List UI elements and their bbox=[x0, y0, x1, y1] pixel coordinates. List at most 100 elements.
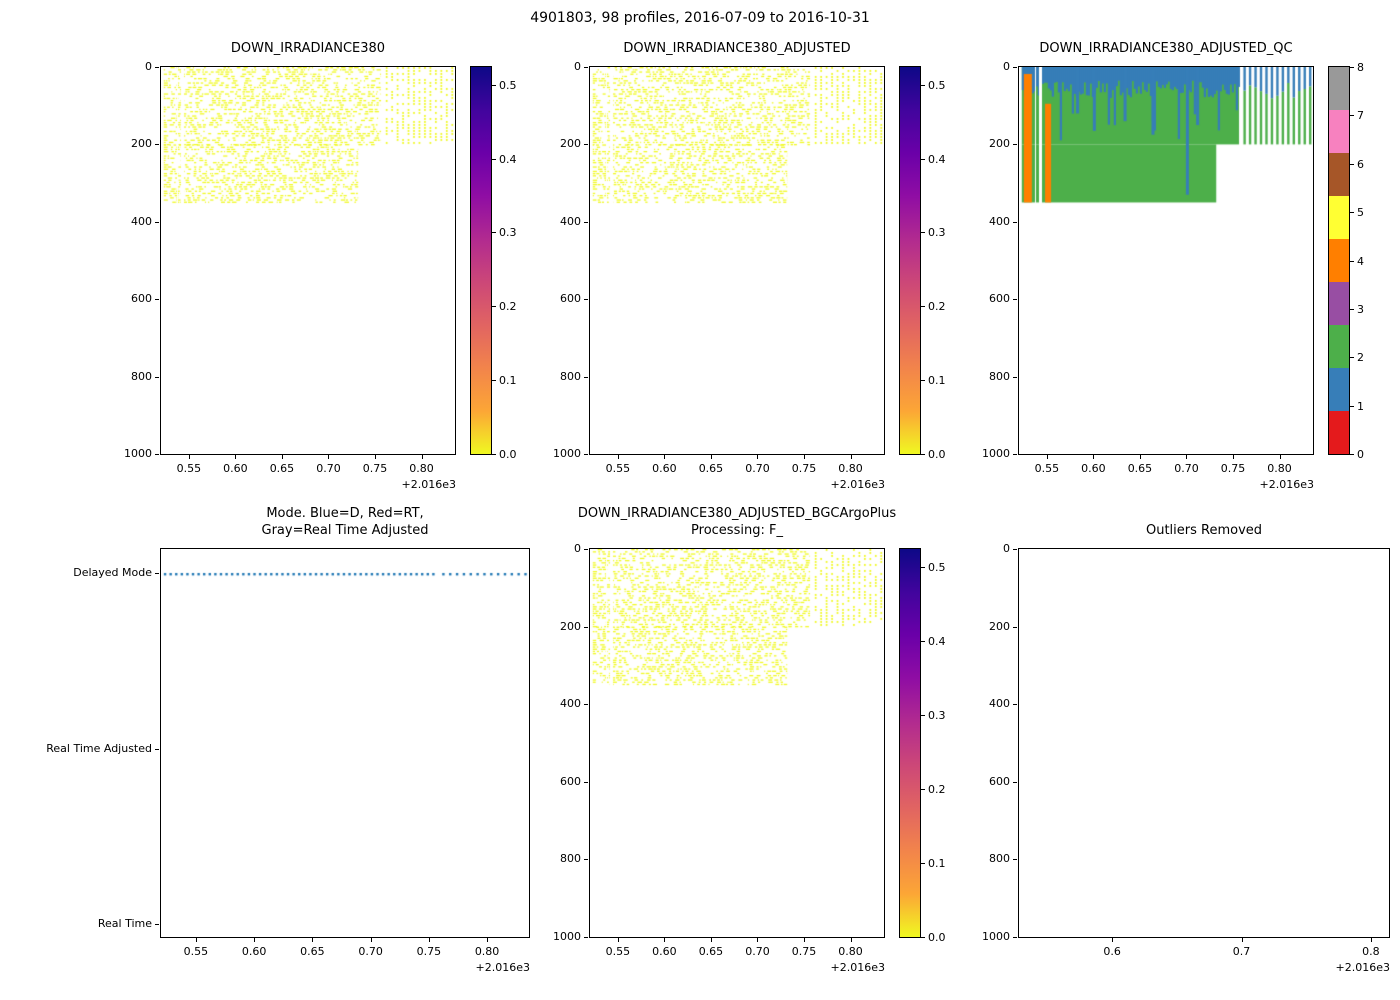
colorbar-tick-label: 0.5 bbox=[928, 560, 946, 574]
y-tick-mark bbox=[584, 144, 588, 146]
plot-area-down_irradiance380_adjusted_bgcargoplus bbox=[589, 548, 885, 938]
panel-title-down_irradiance380_adjusted: DOWN_IRRADIANCE380_ADJUSTED bbox=[529, 40, 945, 57]
y-tick-mark bbox=[1013, 221, 1017, 223]
colorbar-tick-label: 3 bbox=[1357, 302, 1364, 316]
colorbar-tick-label: 1 bbox=[1357, 399, 1364, 413]
x-tick-mark bbox=[617, 455, 619, 459]
colorbar-tick-label: 0.1 bbox=[928, 856, 946, 870]
x-tick-label: 0.55 bbox=[1034, 462, 1060, 475]
y-tick-mark bbox=[155, 221, 159, 223]
panel-title-down_irradiance380_adjusted_bgcargoplus: DOWN_IRRADIANCE380_ADJUSTED_BGCArgoPlus P… bbox=[529, 505, 945, 539]
x-tick-mark bbox=[1139, 455, 1141, 459]
panel-title-line: Outliers Removed bbox=[1145, 523, 1263, 538]
colorbar-tick-label: 0.3 bbox=[928, 708, 946, 722]
x-tick-label: 0.70 bbox=[358, 945, 383, 958]
y-tick-label: 600 bbox=[560, 774, 581, 788]
x-tick-mark bbox=[664, 938, 666, 942]
y-tick-label: Real Time bbox=[97, 917, 152, 931]
colorbar-tick-label: 0.0 bbox=[928, 931, 946, 944]
y-tick-label: 600 bbox=[560, 292, 581, 306]
x-tick-label: 0.55 bbox=[176, 462, 202, 475]
y-tick-mark bbox=[1013, 144, 1017, 146]
colorbar-tick-label: 2 bbox=[1357, 351, 1364, 365]
x-tick-mark bbox=[235, 455, 237, 459]
x-tick-mark bbox=[254, 938, 256, 942]
x-tick-mark bbox=[850, 938, 852, 942]
x-tick-label: 0.60 bbox=[652, 945, 677, 958]
y-tick-label: 200 bbox=[560, 619, 581, 633]
x-tick-mark bbox=[1232, 455, 1234, 459]
y-tick-label: 0 bbox=[1003, 542, 1010, 555]
x-tick-label: 0.65 bbox=[698, 945, 724, 958]
y-tick-mark bbox=[1013, 549, 1017, 550]
colorbar-tick-label: 0.4 bbox=[928, 634, 946, 648]
y-tick-mark bbox=[155, 748, 159, 750]
y-tick-label: 200 bbox=[989, 619, 1010, 633]
panel-title-line: Gray=Real Time Adjusted bbox=[261, 523, 429, 538]
y-tick-mark bbox=[1013, 454, 1017, 455]
x-tick-mark bbox=[710, 455, 712, 459]
x-tick-mark bbox=[1093, 455, 1095, 459]
y-tick-mark bbox=[1013, 67, 1017, 68]
y-tick-mark bbox=[584, 781, 588, 783]
colorbar-down_irradiance380_adjusted_bgcargoplus bbox=[899, 548, 921, 938]
colorbar-tick-mark bbox=[492, 158, 496, 160]
panel-title-outliers_removed: Outliers Removed bbox=[958, 522, 1400, 539]
x-tick-mark bbox=[850, 455, 852, 459]
x-tick-label: 0.60 bbox=[652, 462, 677, 475]
colorbar-tick-mark bbox=[921, 862, 925, 864]
x-offset-label: +2.016e3 bbox=[830, 478, 885, 491]
colorbar-tick-label: 0.3 bbox=[499, 226, 517, 240]
x-tick-mark bbox=[281, 455, 283, 459]
y-tick-label: Delayed Mode bbox=[73, 566, 152, 580]
y-tick-mark bbox=[1013, 937, 1017, 938]
y-tick-mark bbox=[155, 144, 159, 146]
x-offset-label: +2.016e3 bbox=[1335, 961, 1390, 974]
panel-title-line: Mode. Blue=D, Red=RT, bbox=[266, 506, 424, 521]
y-tick-label: 800 bbox=[560, 852, 581, 866]
x-tick-mark bbox=[803, 455, 805, 459]
y-tick-label: 200 bbox=[989, 137, 1010, 151]
plot-area-down_irradiance380_adjusted_qc bbox=[1018, 66, 1314, 455]
y-tick-mark bbox=[584, 704, 588, 706]
x-offset-label: +2.016e3 bbox=[401, 478, 456, 491]
y-tick-label: 1000 bbox=[553, 930, 581, 943]
panel-title-line: DOWN_IRRADIANCE380_ADJUSTED_BGCArgoPlus bbox=[577, 506, 897, 521]
y-tick-mark bbox=[584, 549, 588, 550]
y-tick-label: 800 bbox=[989, 852, 1010, 866]
colorbar-tick-mark bbox=[921, 84, 925, 86]
colorbar-tick-mark bbox=[1350, 115, 1354, 117]
x-tick-mark bbox=[1370, 938, 1372, 942]
x-tick-mark bbox=[1241, 938, 1243, 942]
y-tick-label: 1000 bbox=[982, 930, 1010, 943]
colorbar-tick-label: 0.4 bbox=[499, 152, 517, 166]
colorbar-tick-mark bbox=[492, 380, 496, 382]
y-tick-mark bbox=[584, 376, 588, 378]
figure-title: 4901803, 98 profiles, 2016-07-09 to 2016… bbox=[530, 10, 870, 26]
x-tick-mark bbox=[195, 938, 197, 942]
colorbar-tick-mark bbox=[921, 566, 925, 568]
colorbar-tick-label: 6 bbox=[1357, 157, 1364, 171]
x-tick-label: 0.6 bbox=[1103, 945, 1121, 958]
colorbar-tick-label: 7 bbox=[1357, 109, 1364, 123]
colorbar-tick-mark bbox=[921, 306, 925, 308]
plot-area-down_irradiance380_adjusted bbox=[589, 66, 885, 455]
x-tick-label: 0.7 bbox=[1232, 945, 1251, 958]
y-tick-label: 0 bbox=[574, 60, 581, 73]
plot-canvas-down_irradiance380_adjusted_bgcargoplus bbox=[590, 549, 884, 937]
x-tick-label: 0.70 bbox=[316, 462, 341, 475]
colorbar-tick-mark bbox=[1350, 212, 1354, 214]
y-tick-mark bbox=[1013, 299, 1017, 301]
colorbar-tick-label: 0.1 bbox=[928, 374, 946, 388]
colorbar-down_irradiance380_adjusted_qc bbox=[1328, 66, 1350, 455]
x-tick-label: 0.70 bbox=[745, 945, 770, 958]
x-tick-label: 0.80 bbox=[409, 462, 434, 475]
colorbar-tick-label: 0.5 bbox=[928, 78, 946, 92]
x-tick-mark bbox=[1186, 455, 1188, 459]
x-tick-label: 0.65 bbox=[269, 462, 295, 475]
x-tick-mark bbox=[188, 455, 190, 459]
y-tick-mark bbox=[584, 859, 588, 861]
x-tick-label: 0.80 bbox=[838, 945, 863, 958]
colorbar-tick-label: 5 bbox=[1357, 206, 1364, 220]
